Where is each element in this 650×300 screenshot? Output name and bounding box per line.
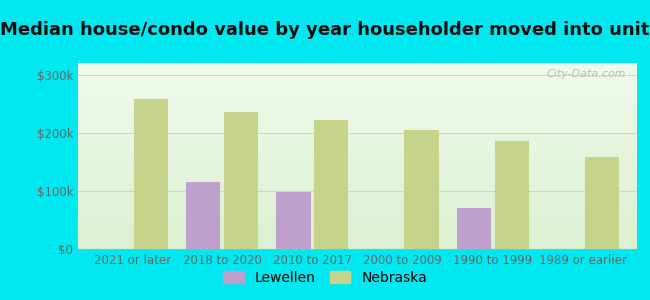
Bar — [404, 130, 439, 249]
Bar — [314, 120, 348, 249]
Bar — [457, 208, 491, 249]
Bar — [134, 99, 168, 249]
Bar — [585, 157, 619, 249]
Bar — [186, 182, 220, 249]
Text: City-Data.com: City-Data.com — [546, 69, 626, 79]
Text: Median house/condo value by year householder moved into unit: Median house/condo value by year househo… — [0, 21, 650, 39]
Bar — [495, 142, 529, 249]
Bar — [224, 112, 258, 249]
Legend: Lewellen, Nebraska: Lewellen, Nebraska — [217, 265, 433, 290]
Bar — [276, 192, 311, 249]
